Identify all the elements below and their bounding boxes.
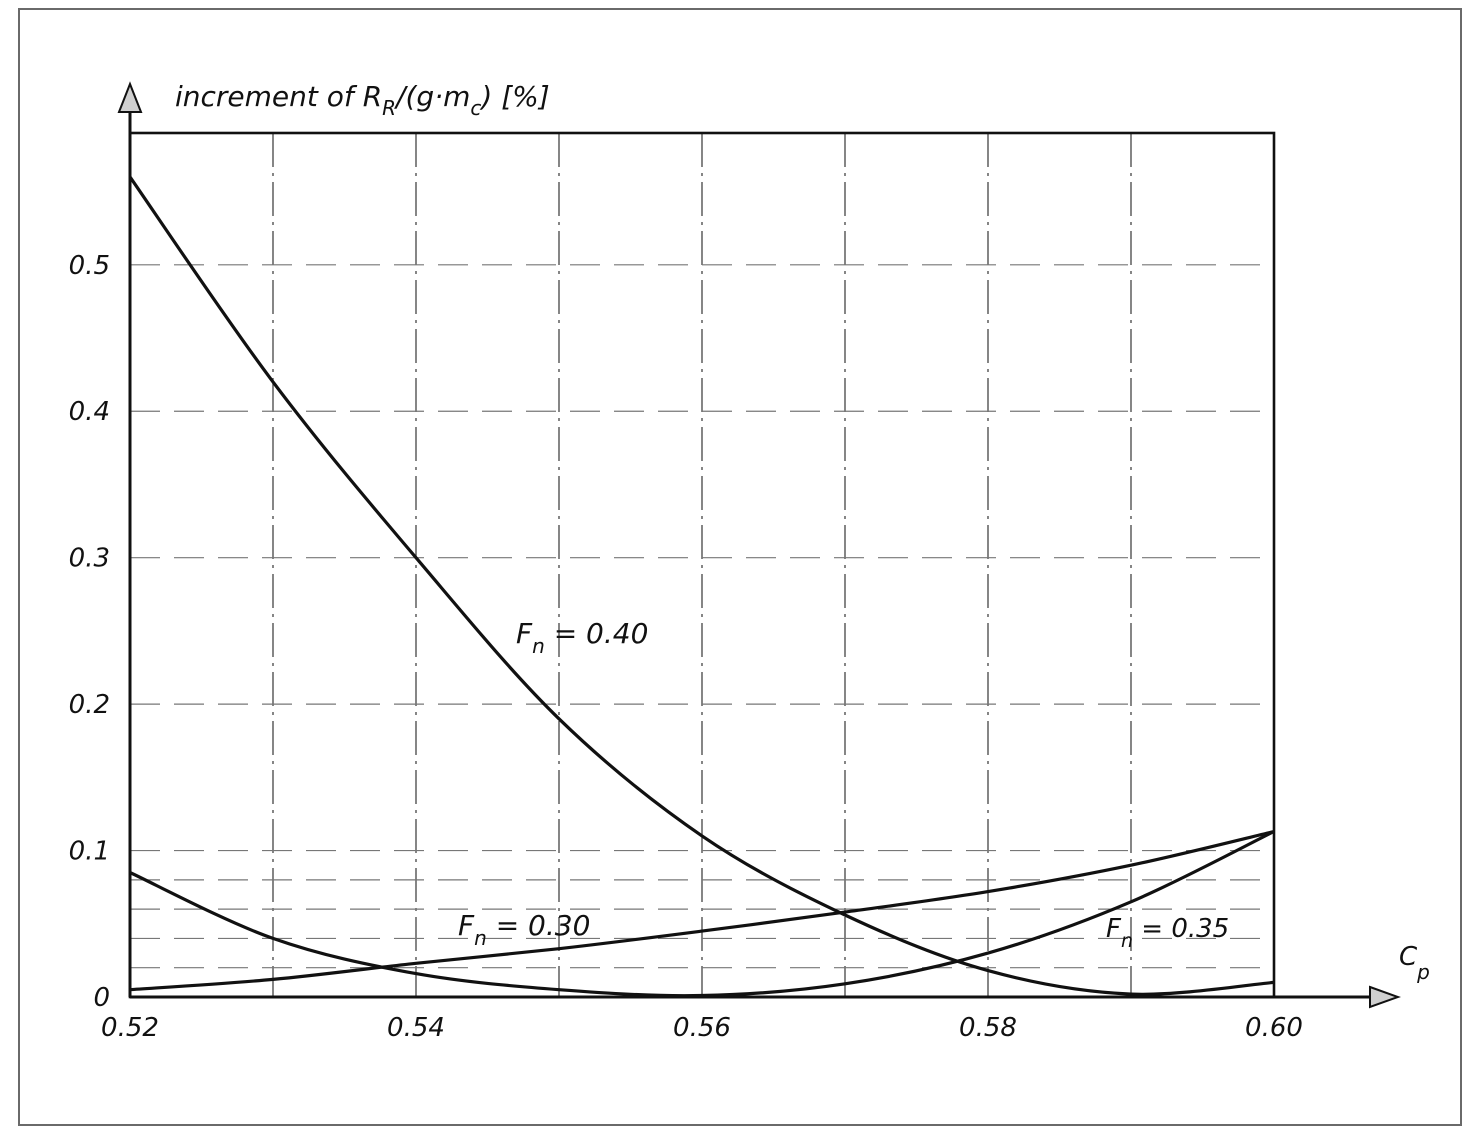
x-tick-label: 0.52	[101, 1013, 159, 1043]
axes	[117, 81, 1401, 1009]
x-tick-label: 0.56	[673, 1013, 731, 1043]
series-label-fn-035: Fn = 0.35	[1106, 914, 1229, 952]
series-label-fn-040: Fn = 0.40	[516, 617, 648, 658]
tick-labels: 0.52 0.54 0.56 0.58 0.60 0 0.1 0.2 0.3 0.4 0.5	[69, 251, 1303, 1043]
series-line-2	[129, 829, 1275, 992]
x-tick-label: 0.60	[1245, 1013, 1303, 1043]
x-axis-label: Cp	[1399, 942, 1430, 984]
series-lines	[128, 175, 1275, 998]
y-tick-label: 0.3	[69, 544, 110, 574]
series-line-3	[129, 830, 1275, 998]
y-tick-label: 0.2	[69, 690, 110, 720]
y-tick-label: 0.4	[69, 397, 110, 427]
x-axis-arrow-icon	[1369, 985, 1401, 1009]
grid	[130, 133, 1274, 997]
y-axis-arrow-icon	[117, 81, 143, 113]
y-tick-label: 0	[93, 983, 110, 1013]
series-line-1	[128, 175, 1275, 996]
y-tick-label: 0.5	[69, 251, 110, 281]
figure-frame	[18, 8, 1462, 1126]
series-label-fn-030: Fn = 0.30	[458, 909, 590, 950]
y-axis-label: increment of RR/(g·mc) [%]	[175, 80, 550, 120]
x-tick-label: 0.54	[387, 1013, 445, 1043]
x-tick-label: 0.58	[959, 1013, 1017, 1043]
y-tick-label: 0.1	[69, 837, 110, 867]
